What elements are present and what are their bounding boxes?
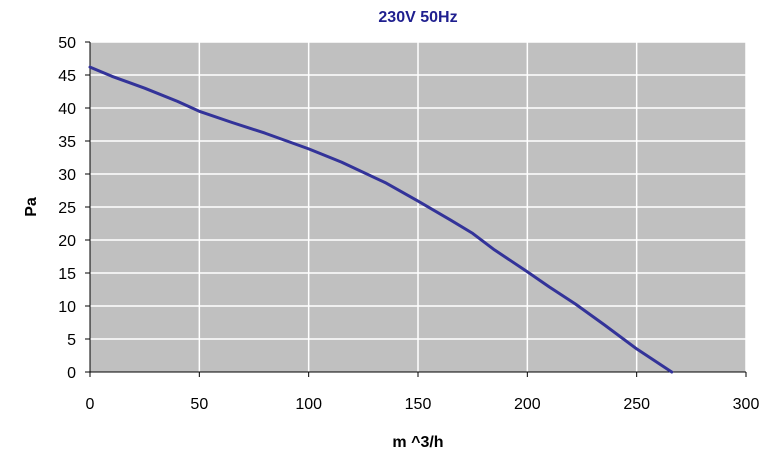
x-tick-label: 150 xyxy=(405,396,432,413)
y-tick-label: 30 xyxy=(58,167,76,184)
y-tick-label: 40 xyxy=(58,101,76,118)
x-tick-label: 300 xyxy=(733,396,760,413)
y-tick-label: 35 xyxy=(58,134,76,151)
y-tick-label: 45 xyxy=(58,68,76,85)
y-tick-label: 15 xyxy=(58,266,76,283)
series-line xyxy=(88,65,674,374)
x-tick-label: 250 xyxy=(623,396,650,413)
y-tick-label: 0 xyxy=(67,365,76,382)
y-tick-label: 25 xyxy=(58,200,76,217)
x-tick-label: 0 xyxy=(86,396,95,413)
y-tick-label: 20 xyxy=(58,233,76,250)
x-tick-label: 100 xyxy=(295,396,322,413)
series-layer xyxy=(88,65,674,374)
x-tick-label: 50 xyxy=(190,396,208,413)
y-axis-title: Pa xyxy=(23,197,40,217)
x-axis-title: m ^3/h xyxy=(392,434,443,451)
x-tick-label: 200 xyxy=(514,396,541,413)
chart-title: 230V 50Hz xyxy=(378,9,457,26)
y-tick-label: 10 xyxy=(58,299,76,316)
y-tick-label: 5 xyxy=(67,332,76,349)
y-tick-label: 50 xyxy=(58,35,76,52)
axes: 0 5 10 15 20 25 30 35 40 45 50 0 50 100 150 200 250 300 xyxy=(58,35,759,413)
gridlines xyxy=(90,41,747,372)
